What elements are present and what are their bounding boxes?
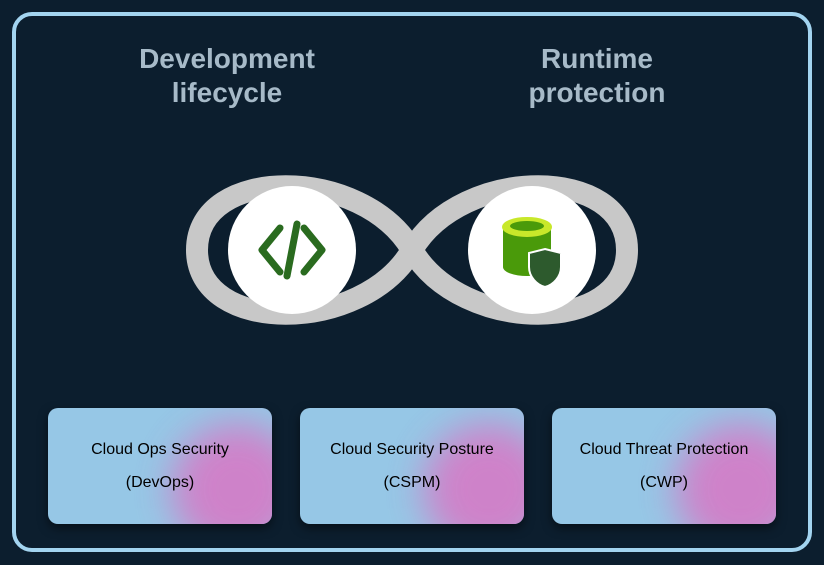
card-cwp-title: Cloud Threat Protection	[570, 440, 759, 459]
heading-right-line2: protection	[467, 76, 727, 110]
circle-right	[468, 186, 596, 314]
headings-row: Development lifecycle Runtime protection	[0, 42, 824, 109]
heading-left-line1: Development	[97, 42, 357, 76]
heading-left-line2: lifecycle	[97, 76, 357, 110]
card-cwp: Cloud Threat Protection (CWP)	[552, 408, 776, 524]
database-shield-icon	[487, 205, 577, 295]
card-cspm-title: Cloud Security Posture	[320, 440, 504, 459]
infinity-diagram	[162, 130, 662, 370]
card-devops-title: Cloud Ops Security	[81, 440, 239, 459]
heading-right-line1: Runtime	[467, 42, 727, 76]
card-devops-sub: (DevOps)	[116, 473, 204, 492]
card-cspm: Cloud Security Posture (CSPM)	[300, 408, 524, 524]
code-icon	[252, 210, 332, 290]
card-cwp-sub: (CWP)	[630, 473, 698, 492]
heading-left: Development lifecycle	[97, 42, 357, 109]
heading-right: Runtime protection	[467, 42, 727, 109]
cards-row: Cloud Ops Security (DevOps) Cloud Securi…	[48, 408, 776, 524]
card-cspm-sub: (CSPM)	[374, 473, 451, 492]
card-devops: Cloud Ops Security (DevOps)	[48, 408, 272, 524]
circle-left	[228, 186, 356, 314]
